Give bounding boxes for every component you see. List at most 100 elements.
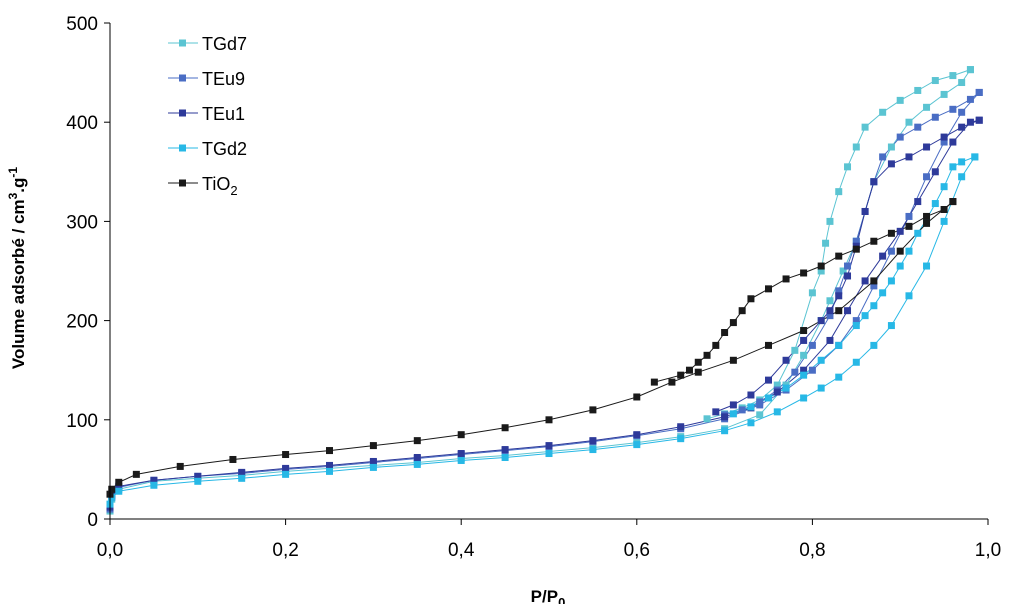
data-point-tio2 bbox=[923, 212, 931, 220]
data-point-tgd7 bbox=[940, 90, 948, 98]
data-point-tgd7 bbox=[791, 346, 799, 354]
data-point-tgd2 bbox=[115, 487, 123, 495]
series-line-tgd2-adsorption bbox=[109, 156, 976, 505]
data-point-teu1 bbox=[879, 252, 887, 260]
data-point-tgd2 bbox=[887, 322, 895, 330]
data-point-tgd2 bbox=[238, 474, 246, 482]
data-point-teu9 bbox=[852, 237, 860, 245]
data-point-tgd7 bbox=[879, 108, 887, 116]
data-point-tgd7 bbox=[773, 381, 781, 389]
data-point-tio2 bbox=[501, 424, 509, 432]
data-point-tio2 bbox=[229, 455, 237, 463]
data-point-teu9 bbox=[808, 341, 816, 349]
data-point-tio2 bbox=[712, 341, 720, 349]
data-point-teu1 bbox=[817, 317, 825, 325]
data-point-tio2 bbox=[729, 356, 737, 364]
data-point-teu1 bbox=[861, 207, 869, 215]
data-point-tgd7 bbox=[966, 66, 974, 74]
data-point-tgd2 bbox=[150, 481, 158, 489]
data-point-teu9 bbox=[914, 123, 922, 131]
y-axis-title: Volume adsorbé / cm3.g-1 bbox=[6, 167, 28, 370]
data-point-tgd2 bbox=[949, 163, 957, 171]
data-point-tio2 bbox=[782, 275, 790, 283]
data-point-teu1 bbox=[949, 138, 957, 146]
data-point-tgd7 bbox=[861, 123, 869, 131]
data-point-tgd7 bbox=[826, 217, 834, 225]
data-point-tio2 bbox=[800, 327, 808, 335]
data-point-teu1 bbox=[975, 116, 983, 124]
data-point-tgd2 bbox=[633, 441, 641, 449]
data-point-teu1 bbox=[870, 178, 878, 186]
data-point-tgd7 bbox=[896, 96, 904, 104]
data-point-teu1 bbox=[931, 168, 939, 176]
data-point-tgd2 bbox=[896, 262, 904, 270]
data-point-teu9 bbox=[835, 287, 843, 295]
y-tick-label: 200 bbox=[66, 312, 98, 333]
data-point-tgd2 bbox=[457, 456, 465, 464]
legend-marker-teu9 bbox=[179, 74, 186, 82]
data-point-tgd7 bbox=[822, 239, 830, 247]
data-point-teu1 bbox=[861, 277, 869, 285]
data-point-teu9 bbox=[791, 368, 799, 376]
x-ticks: 0,0 0,2 0,4 0,6 0,8 1,0 bbox=[97, 519, 1001, 561]
data-point-tgd2 bbox=[782, 384, 790, 392]
legend-label-teu9: TEu9 bbox=[202, 69, 245, 89]
data-point-teu1 bbox=[765, 376, 772, 384]
data-point-tgd2 bbox=[817, 384, 825, 392]
data-point-teu1 bbox=[747, 391, 755, 399]
data-point-tgd7 bbox=[703, 415, 711, 423]
data-point-tgd2 bbox=[940, 217, 948, 225]
data-point-tio2 bbox=[694, 368, 702, 376]
data-point-tgd2 bbox=[589, 446, 597, 454]
data-point-teu1 bbox=[282, 464, 290, 472]
data-point-teu9 bbox=[905, 212, 913, 220]
data-point-tio2 bbox=[650, 378, 658, 386]
data-point-tgd7 bbox=[826, 297, 834, 305]
series-line-tgd7-desorption bbox=[706, 69, 971, 420]
data-point-teu9 bbox=[844, 262, 852, 270]
data-point-tgd7 bbox=[844, 163, 852, 171]
data-point-tgd2 bbox=[958, 158, 966, 166]
data-point-teu1 bbox=[896, 227, 904, 235]
data-point-teu1 bbox=[457, 450, 465, 458]
data-point-tgd7 bbox=[839, 267, 847, 275]
data-point-teu9 bbox=[975, 88, 983, 96]
data-point-teu1 bbox=[782, 356, 790, 364]
data-point-tgd2 bbox=[677, 435, 685, 443]
data-point-teu1 bbox=[150, 476, 158, 484]
data-point-teu1 bbox=[633, 431, 641, 439]
data-point-tio2 bbox=[923, 219, 931, 227]
data-point-teu1 bbox=[369, 457, 377, 465]
y-tick-label: 400 bbox=[66, 113, 98, 134]
data-point-tgd2 bbox=[905, 247, 913, 255]
y-ticks: 0 100 200 300 400 500 bbox=[66, 14, 110, 531]
data-point-tio2 bbox=[108, 485, 116, 493]
y-tick-label: 100 bbox=[66, 411, 98, 432]
data-point-tio2 bbox=[738, 307, 746, 315]
legend-label-tgd7: TGd7 bbox=[202, 34, 247, 54]
data-point-tio2 bbox=[835, 307, 843, 315]
data-point-tio2 bbox=[115, 478, 123, 486]
data-point-tio2 bbox=[413, 437, 421, 445]
x-tick-label: 0,0 bbox=[97, 540, 123, 561]
data-point-tgd2 bbox=[501, 453, 509, 461]
data-point-tio2 bbox=[905, 222, 913, 230]
data-point-teu1 bbox=[194, 472, 202, 480]
data-point-tio2 bbox=[765, 285, 772, 293]
data-point-teu1 bbox=[589, 437, 597, 445]
data-point-tgd7 bbox=[931, 77, 939, 85]
x-tick-label: 0,6 bbox=[624, 540, 650, 561]
data-point-tio2 bbox=[694, 358, 702, 366]
data-point-tgd7 bbox=[958, 79, 966, 87]
data-point-tgd7 bbox=[817, 267, 825, 275]
data-point-tgd2 bbox=[326, 467, 333, 475]
data-point-tgd7 bbox=[852, 143, 860, 151]
data-point-tgd7 bbox=[923, 103, 931, 111]
data-point-tgd2 bbox=[747, 419, 755, 427]
data-point-tgd2 bbox=[958, 173, 966, 181]
data-point-teu9 bbox=[887, 247, 895, 255]
x-axis-title: P/P0 bbox=[531, 587, 566, 604]
data-point-teu1 bbox=[800, 336, 808, 344]
data-point-tio2 bbox=[852, 245, 860, 253]
